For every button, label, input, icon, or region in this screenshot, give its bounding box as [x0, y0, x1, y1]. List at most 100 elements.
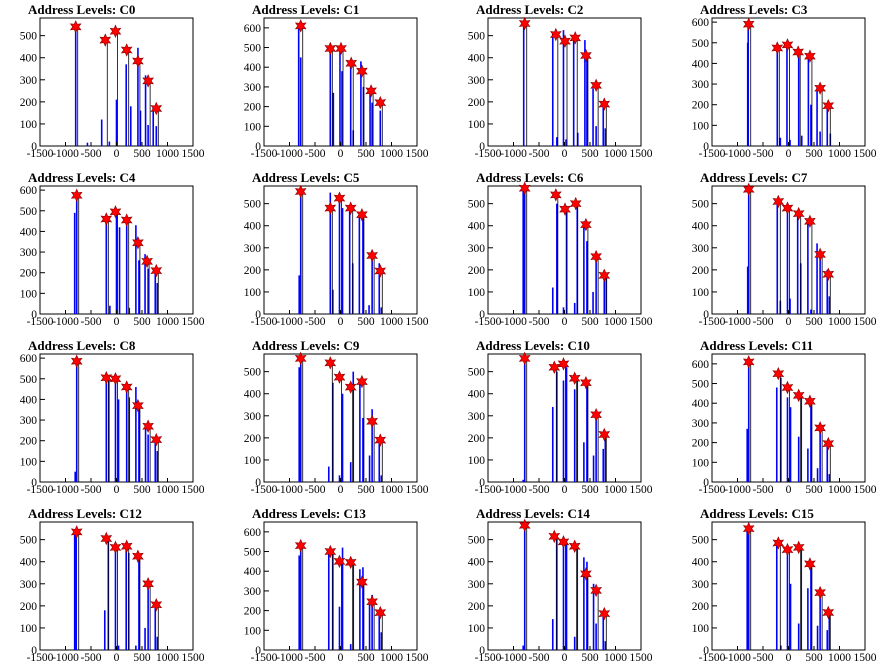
peak-marker — [141, 254, 153, 269]
peak-marker — [109, 205, 122, 219]
x-tick-label: 0 — [114, 148, 120, 160]
peak-marker — [598, 606, 611, 621]
x-tick-label: 1000 — [380, 316, 403, 328]
x-tick-label: 0 — [786, 316, 792, 328]
chart-panel: Address Levels: C4 0 100 200 300 400 500 600 -15… — [0, 168, 224, 336]
peak-marker — [69, 20, 82, 34]
y-tick-label: 600 — [20, 353, 38, 365]
x-tick-label: 0 — [114, 652, 120, 664]
x-tick-label: -1500 — [251, 484, 278, 496]
peak-marker — [374, 264, 387, 278]
y-tick-label: 300 — [692, 579, 710, 591]
y-tick-label: 0 — [479, 309, 485, 321]
y-tick-label: 500 — [20, 535, 38, 547]
x-tick-label: -1000 — [276, 484, 303, 496]
peak-marker — [150, 432, 163, 447]
x-tick-label: 1000 — [828, 484, 851, 496]
peak-marker — [590, 583, 602, 598]
y-tick-label: 200 — [692, 265, 710, 277]
peak-marker — [374, 605, 387, 620]
chart-panel: Address Levels: C3 0 100 200 300 400 500 600 -15… — [672, 0, 896, 168]
peak-marker — [557, 357, 570, 371]
y-tick-label: 500 — [244, 199, 262, 211]
y-tick-label: 300 — [244, 586, 262, 598]
peak-marker — [781, 380, 794, 395]
x-tick-label: -1000 — [724, 148, 751, 160]
y-tick-label: 0 — [255, 477, 261, 489]
chart-panel: Address Levels: C10 0 100 200 300 400 500 -1500… — [448, 336, 672, 504]
peak-marker — [324, 41, 337, 56]
x-tick-label: -1000 — [724, 484, 751, 496]
x-tick-label: 1500 — [854, 652, 877, 664]
plot-frame — [263, 185, 418, 315]
y-tick-label: 200 — [692, 100, 710, 112]
y-tick-label: 600 — [20, 185, 38, 197]
peak-marker — [518, 181, 531, 195]
y-tick-label: 300 — [20, 247, 38, 259]
x-tick-label: -1000 — [500, 316, 527, 328]
y-tick-label: 400 — [20, 557, 38, 569]
y-tick-label: 400 — [244, 62, 262, 74]
peak-marker — [345, 56, 358, 71]
x-tick-label: 1000 — [828, 148, 851, 160]
peak-marker — [120, 539, 133, 554]
x-tick-label: 1000 — [604, 148, 627, 160]
chart-title: Address Levels: C13 — [252, 506, 366, 521]
peak-marker — [142, 419, 154, 434]
y-tick-label: 600 — [692, 359, 710, 371]
peak-marker — [109, 540, 122, 555]
y-tick-label: 300 — [244, 82, 262, 94]
chart-svg: Address Levels: C3 0 100 200 300 400 500 600 -15… — [692, 2, 877, 160]
x-tick-label: 0 — [114, 316, 120, 328]
x-tick-label: 1500 — [182, 652, 205, 664]
y-tick-label: 600 — [244, 23, 262, 35]
peak-marker — [100, 531, 113, 546]
peak-marker — [366, 414, 378, 429]
peak-marker — [333, 554, 346, 569]
x-tick-label: -1500 — [475, 652, 502, 664]
peak-marker — [814, 421, 826, 435]
peak-marker — [150, 598, 163, 612]
peak-marker — [70, 354, 83, 368]
y-tick-label: 0 — [255, 309, 261, 321]
x-tick-label: 500 — [357, 484, 375, 496]
x-tick-label: -500 — [752, 148, 773, 160]
peak-marker — [781, 542, 794, 557]
x-tick-label: -1000 — [500, 484, 527, 496]
peak-marker — [590, 78, 602, 93]
peak-marker — [804, 49, 816, 63]
x-tick-label: -1500 — [251, 148, 278, 160]
x-tick-label: 0 — [114, 484, 120, 496]
peak-marker — [580, 217, 592, 232]
x-tick-label: 0 — [562, 484, 568, 496]
y-tick-label: 300 — [20, 579, 38, 591]
chart-panel: Address Levels: C2 0 100 200 300 400 500 -1500-… — [448, 0, 672, 168]
x-tick-label: 0 — [786, 148, 792, 160]
peak-marker — [590, 407, 602, 422]
chart-svg: Address Levels: C90100200300400500-1500-… — [244, 338, 429, 496]
y-tick-label: 0 — [255, 141, 261, 153]
y-tick-label: 100 — [692, 287, 710, 299]
peak-marker — [781, 201, 794, 215]
x-tick-label: -1500 — [475, 316, 502, 328]
y-tick-label: 200 — [20, 601, 38, 613]
peak-marker — [742, 521, 755, 536]
chart-title: Address Levels: C14 — [476, 506, 590, 521]
x-tick-label: 1000 — [380, 484, 403, 496]
y-tick-label: 200 — [468, 601, 486, 613]
chart-svg: Address Levels: C12 0 100 200 300 400 500 -1500… — [20, 506, 205, 664]
y-tick-label: 300 — [468, 243, 486, 255]
peak-marker — [294, 351, 307, 366]
peak-marker — [569, 196, 582, 211]
chart-panel: Address Levels: C9 0 100 200 300 400 500 -1500-… — [224, 336, 448, 504]
y-tick-label: 400 — [244, 389, 262, 401]
x-tick-label: 500 — [133, 316, 151, 328]
chart-svg: Address Levels: C13 0 100 200 300 400 500 600 -1… — [244, 506, 429, 664]
x-tick-label: 500 — [133, 148, 151, 160]
peak-marker — [742, 182, 755, 197]
peak-marker — [559, 34, 571, 48]
peak-marker — [150, 101, 163, 116]
y-tick-label: 500 — [468, 535, 486, 547]
y-tick-label: 0 — [31, 141, 37, 153]
x-tick-label: 1000 — [156, 148, 179, 160]
